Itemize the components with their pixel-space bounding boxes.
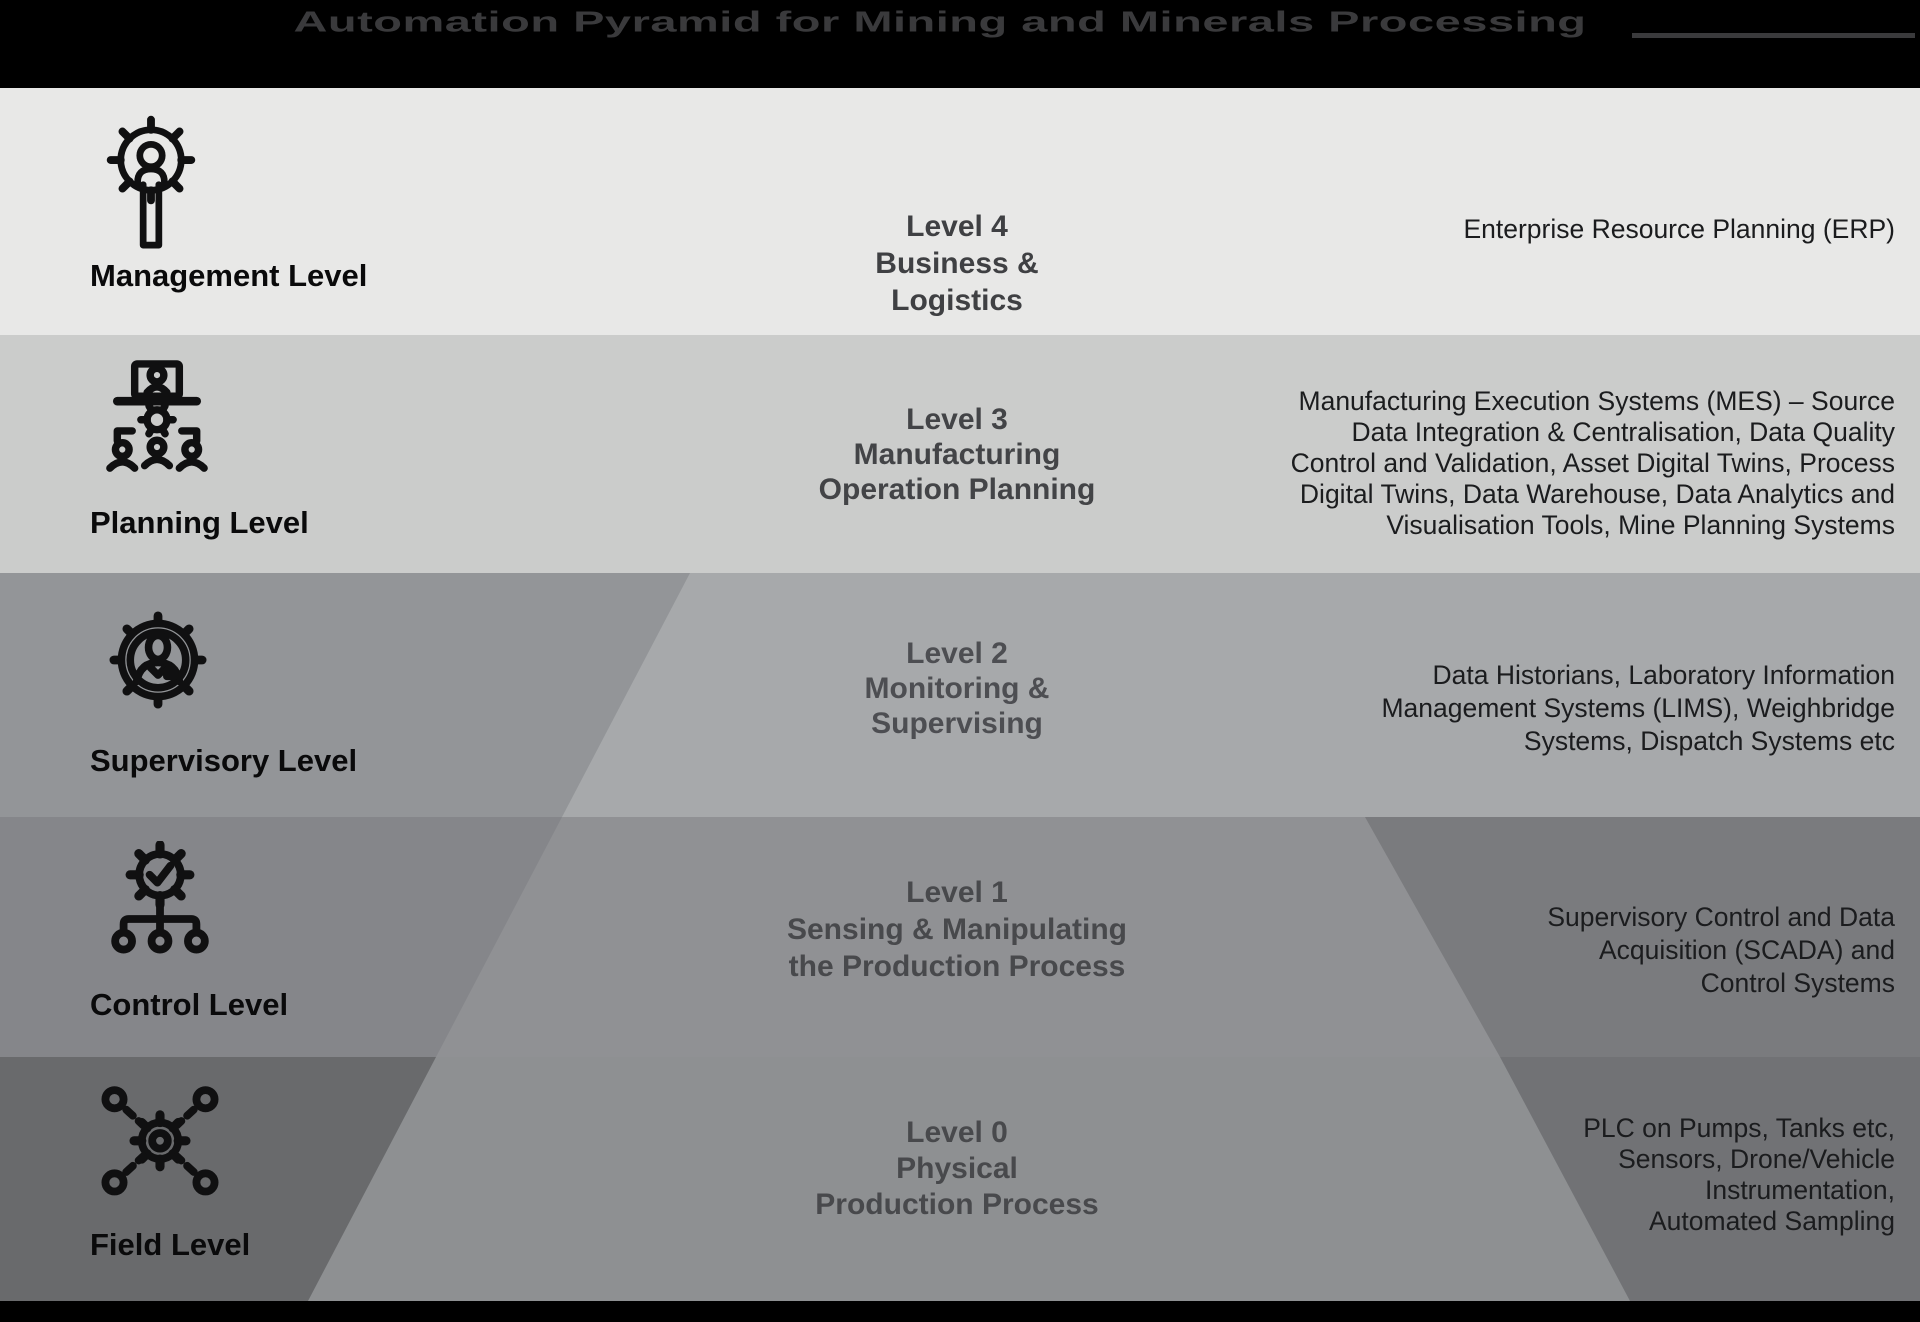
level-4-systems: Enterprise Resource Planning (ERP)	[1463, 214, 1895, 244]
band-management: Management Level Level 4 Business & Logi…	[0, 88, 1920, 335]
title-rule	[1632, 33, 1915, 38]
bottom-black-strip	[0, 1301, 1920, 1322]
level-0-systems: PLC on Pumps, Tanks etc, Sensors, Drone/…	[1583, 1113, 1895, 1236]
band-label-management: Management Level	[90, 258, 368, 293]
band-supervisory: Supervisory Level Level 2 Monitoring & S…	[0, 573, 1920, 817]
band-label-control: Control Level	[90, 987, 289, 1022]
pyramid-left-corner	[0, 573, 690, 817]
field-gear-nodes-icon	[95, 1081, 225, 1211]
band-planning: Planning Level Level 3 Manufacturing Ope…	[0, 335, 1920, 573]
management-gear-person-icon	[95, 112, 207, 254]
title-bar: Automation Pyramid for Mining and Minera…	[0, 0, 1920, 88]
level-0-title: Level 0 Physical Production Process	[815, 1116, 1099, 1221]
level-3-systems: Manufacturing Execution Systems (MES) – …	[1290, 386, 1895, 540]
planning-team-laptop-icon	[95, 359, 219, 483]
band-label-supervisory: Supervisory Level	[90, 743, 358, 778]
level-1-title: Level 1 Sensing & Manipulating the Produ…	[786, 876, 1127, 983]
level-3-title: Level 3 Manufacturing Operation Planning	[818, 403, 1096, 506]
control-gear-check-network-icon	[95, 841, 225, 971]
band-control: Control Level Level 1 Sensing & Manipula…	[0, 817, 1920, 1057]
band-label-planning: Planning Level	[90, 505, 309, 540]
level-2-systems: Data Historians, Laboratory Information …	[1381, 660, 1895, 756]
level-1-systems: Supervisory Control and Data Acquisition…	[1547, 902, 1895, 998]
band-field: Field Level Level 0 Physical Production …	[0, 1057, 1920, 1301]
level-4-title: Level 4 Business & Logistics	[875, 210, 1039, 317]
page-title: Automation Pyramid for Mining and Minera…	[293, 4, 1587, 38]
level-2-title: Level 2 Monitoring & Supervising	[864, 637, 1050, 740]
band-label-field: Field Level	[90, 1227, 251, 1262]
supervisory-gear-operator-icon	[95, 597, 221, 723]
